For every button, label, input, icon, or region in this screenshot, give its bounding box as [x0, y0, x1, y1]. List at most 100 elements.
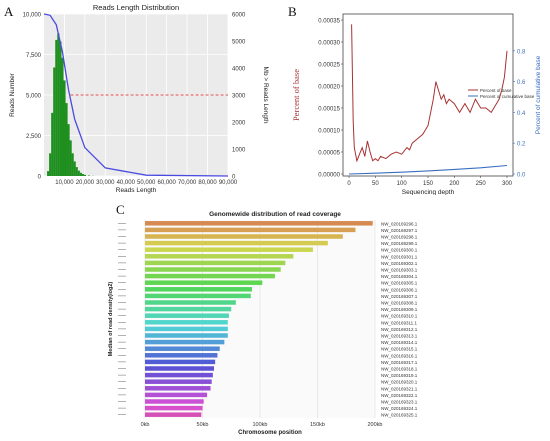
y-axis-label: Median of read density(log2) [108, 282, 114, 357]
histogram-bar [65, 103, 67, 176]
y-axis-label: Reads Number [9, 72, 16, 117]
coverage-bar [145, 267, 281, 271]
category-label: NW_020169319.1 [381, 373, 418, 378]
coverage-bar [145, 327, 228, 331]
y-tick-label: 5,000 [26, 94, 42, 100]
panel-a-letter: A [4, 4, 13, 20]
x-axis-label: Chromosome position [238, 430, 302, 436]
category-label: NW_020169298.1 [381, 235, 418, 240]
coverage-bar [145, 406, 203, 410]
y-tick-label: 7,500 [26, 53, 42, 59]
cumulative-base-line [349, 166, 507, 175]
x-tick-label: 100kb [253, 422, 268, 428]
category-label: NW_020169315.1 [381, 347, 418, 352]
x-tick-label: 200 [449, 181, 460, 187]
panel-b-letter: B [288, 4, 297, 20]
x-tick-label: 60,000 [157, 180, 176, 186]
coverage-bar [145, 247, 313, 251]
category-label: NW_020169314.1 [381, 340, 418, 345]
x-axis-label: Reads Length [116, 187, 157, 194]
category-label: NW_020169304.1 [381, 274, 418, 279]
category-label: NW_020169312.1 [381, 327, 418, 332]
coverage-bar [145, 228, 355, 232]
category-label: NW_020169296.1 [381, 221, 418, 226]
coverage-bar [145, 366, 214, 370]
coverage-bar [145, 241, 328, 245]
histogram-bar [63, 80, 65, 176]
coverage-bar [145, 360, 215, 364]
x-tick-label: 100 [397, 181, 408, 187]
histogram-bar [84, 175, 86, 176]
y-tick-label: 0.00010 [318, 129, 340, 135]
x-tick-label: 0kb [141, 422, 150, 428]
category-label: NW_020169318.1 [381, 367, 418, 372]
y-axis-label: Percent of base [291, 69, 301, 121]
category-label: NW_020169307.1 [381, 294, 418, 299]
x-tick-label: 50,000 [137, 180, 156, 186]
histogram-bar [61, 58, 63, 176]
panel-c-letter: C [116, 202, 125, 218]
y-right-tick-label: 3000 [232, 94, 246, 100]
coverage-bar [145, 313, 229, 317]
histogram-bar [49, 153, 51, 176]
category-label: NW_020169301.1 [381, 254, 418, 259]
y-tick-label: 10,000 [23, 13, 42, 19]
histogram-bar [51, 113, 53, 176]
category-label: NW_020169309.1 [381, 307, 418, 312]
histogram-bar [80, 173, 82, 176]
y-right-tick-label: 0.2 [517, 142, 526, 148]
y-tick-label: 0 [38, 175, 42, 181]
coverage-bar [145, 399, 204, 403]
histogram-bar [72, 153, 74, 176]
category-label: NW_020169302.1 [381, 261, 418, 266]
category-label: NW_020169313.1 [381, 334, 418, 339]
coverage-bar [145, 261, 285, 265]
y-tick-label: 0.00020 [318, 85, 340, 91]
histogram-bar [76, 167, 78, 176]
coverage-bar [145, 346, 220, 350]
y-right-tick-label: 1000 [232, 148, 246, 154]
coverage-bar [145, 353, 217, 357]
coverage-bar [145, 274, 275, 278]
category-label: NW_020169305.1 [381, 281, 418, 286]
category-label: NW_020169323.1 [381, 400, 418, 405]
category-label: NW_020169300.1 [381, 248, 418, 253]
y-right-tick-label: 5000 [232, 40, 246, 46]
x-tick-label: 50kb [197, 422, 209, 428]
legend-label-base: Percent of base [480, 88, 512, 93]
category-label: NW_020169297.1 [381, 228, 418, 233]
sequencing-depth-chart: 0.000000.000050.000100.000150.000200.000… [285, 0, 550, 195]
x-tick-label: 300 [502, 181, 513, 187]
histogram-bar [47, 171, 49, 176]
category-label: NW_020169324.1 [381, 406, 418, 411]
histogram-bar [68, 124, 70, 176]
y-tick-label: 0.00000 [318, 173, 340, 179]
coverage-bar [145, 294, 251, 298]
x-tick-label: 40,000 [117, 180, 136, 186]
x-tick-label: 150 [423, 181, 434, 187]
x-tick-label: 200kb [368, 422, 383, 428]
category-label: NW_020169306.1 [381, 287, 418, 292]
y-right-tick-label: 4000 [232, 67, 246, 73]
x-tick-label: 80,000 [198, 180, 217, 186]
category-label: NW_020169311.1 [381, 320, 417, 325]
coverage-bar [145, 340, 224, 344]
x-tick-label: 250 [476, 181, 487, 187]
x-tick-label: 50 [372, 181, 379, 187]
category-label: NW_020169310.1 [381, 314, 418, 319]
y-right-tick-label: 2000 [232, 121, 246, 127]
coverage-bar [145, 320, 228, 324]
y-right-axis-label: Percent of cumulative base [535, 55, 542, 134]
x-tick-label: 70,000 [178, 180, 197, 186]
y-right-tick-label: 0.8 [517, 49, 526, 55]
coverage-bar [145, 333, 228, 337]
x-tick-label: 30,000 [96, 180, 115, 186]
coverage-bar [145, 234, 343, 238]
category-label: NW_020169299.1 [381, 241, 418, 246]
histogram-bar [59, 42, 61, 176]
legend-label-cumulative: Percent of cumulative base [480, 94, 535, 99]
